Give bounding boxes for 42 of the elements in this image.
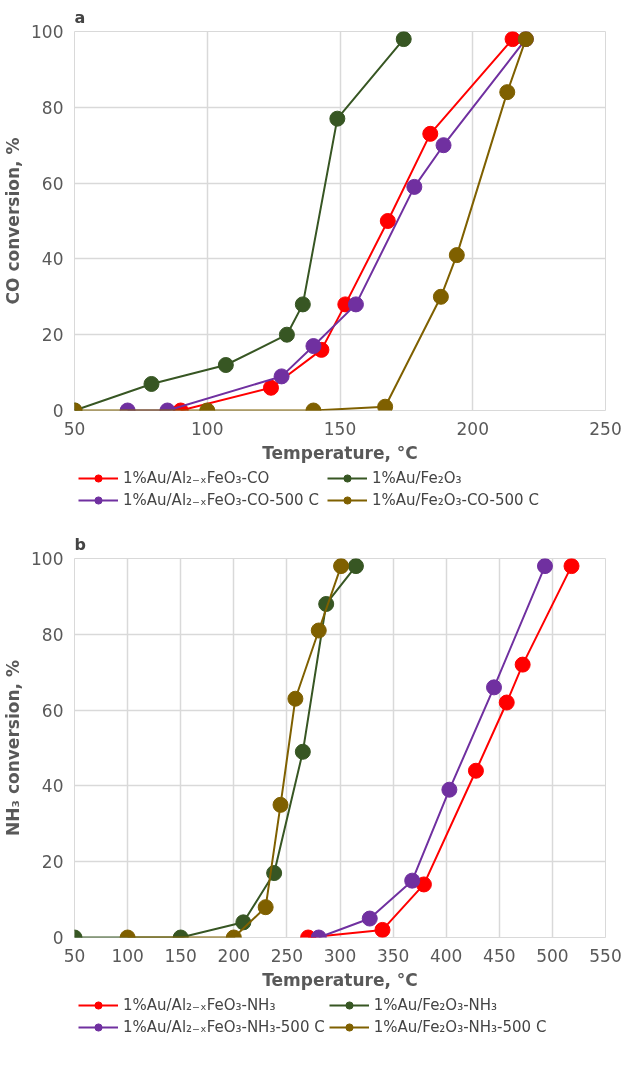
- legend-label: 1%Au/Al₂₋ₓFeO₃-CO: [123, 469, 271, 487]
- x-tick-label: 200: [456, 418, 489, 439]
- chart-title: a: [74, 7, 86, 27]
- y-tick-label: 0: [52, 928, 64, 948]
- x-tick-label: 100: [111, 945, 144, 966]
- legend-label: 1%Au/Al₂₋ₓFeO₃-NH₃-500 C: [123, 1018, 325, 1036]
- x-tick-label: 450: [483, 945, 516, 966]
- y-axis-title: NH₃ conversion, %: [3, 660, 24, 836]
- legend-label: 1%Au/Fe₂O₃-CO-500 C: [372, 491, 540, 509]
- y-tick-label: 80: [41, 624, 64, 645]
- x-tick-label: 350: [376, 945, 410, 966]
- y-axis-title: CO conversion, %: [3, 137, 24, 305]
- y-tick-label: 20: [41, 852, 64, 873]
- y-tick-label: 0: [52, 401, 64, 421]
- x-tick-label: 50: [63, 945, 86, 966]
- x-tick-label: 50: [63, 418, 86, 439]
- x-tick-label: 150: [164, 945, 197, 966]
- y-tick-label: 40: [41, 776, 64, 797]
- y-tick-label: 60: [41, 700, 64, 721]
- chart-title: b: [74, 534, 86, 554]
- legend-label: 1%Au/Fe₂O₃-NH₃-500 C: [373, 1018, 548, 1036]
- legend-label: 1%Au/Al₂₋ₓFeO₃-NH₃: [123, 996, 277, 1014]
- x-axis-title: Temperature, °C: [262, 969, 418, 990]
- x-tick-label: 500: [536, 945, 569, 966]
- x-tick-label: 100: [191, 418, 224, 439]
- y-tick-label: 20: [41, 325, 64, 346]
- x-tick-label: 300: [323, 945, 357, 966]
- x-tick-label: 400: [429, 945, 463, 966]
- x-tick-label: 250: [589, 418, 622, 439]
- legend-label: 1%Au/Fe₂O₃-NH₃: [373, 996, 499, 1014]
- legend-label: 1%Au/Al₂₋ₓFeO₃-CO-500 C: [123, 491, 320, 509]
- x-tick-label: 150: [323, 418, 357, 439]
- x-tick-label: 250: [270, 945, 304, 966]
- y-tick-label: 100: [31, 22, 64, 42]
- y-tick-label: 60: [41, 173, 64, 194]
- x-tick-label: 200: [217, 945, 251, 966]
- legend-label: 1%Au/Fe₂O₃: [372, 469, 463, 487]
- y-tick-label: 100: [31, 549, 64, 569]
- y-tick-label: 80: [41, 97, 64, 118]
- y-tick-label: 40: [41, 249, 64, 270]
- x-tick-label: 550: [589, 945, 622, 966]
- x-axis-title: Temperature, °C: [262, 442, 418, 463]
